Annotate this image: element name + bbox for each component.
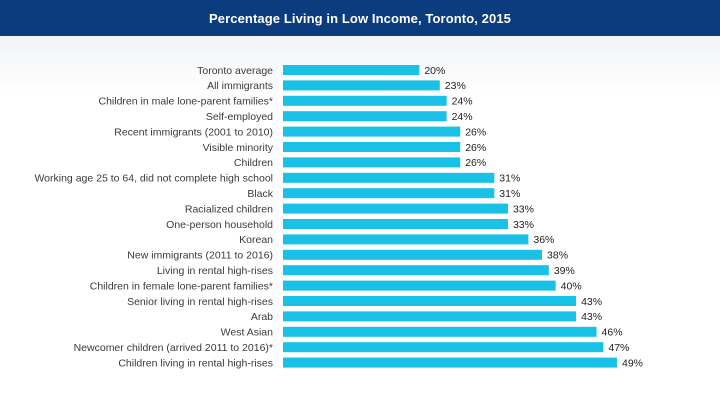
bar (283, 326, 597, 337)
bar (283, 249, 543, 260)
category-label: Senior living in rental high-rises (127, 296, 273, 308)
category-label: New immigrants (2011 to 2016) (127, 250, 273, 262)
category-label: Arab (251, 311, 273, 323)
bar (283, 219, 508, 229)
bar (283, 265, 549, 276)
bar (283, 126, 461, 137)
category-label: One-person household (166, 219, 273, 231)
category-label: Korean (239, 234, 273, 246)
value-label: 24% (452, 111, 473, 123)
category-label: Children in female lone-parent families* (90, 280, 273, 292)
chart-title: Percentage Living in Low Income, Toronto… (209, 10, 511, 26)
value-label: 43% (581, 311, 602, 323)
value-label: 26% (465, 126, 486, 138)
bar (283, 357, 617, 368)
category-label: West Asian (221, 327, 273, 339)
category-label: Toronto average (197, 65, 273, 77)
value-label: 26% (465, 157, 486, 169)
category-label: Working age 25 to 64, did not complete h… (34, 173, 273, 185)
value-label: 31% (499, 188, 520, 200)
bar (283, 111, 447, 122)
category-label: Racialized children (185, 203, 273, 215)
value-label: 33% (513, 219, 534, 231)
category-label: Children living in rental high-rises (118, 357, 273, 369)
value-label: 49% (622, 357, 643, 369)
category-label: Visible minority (203, 142, 274, 154)
value-label: 20% (424, 65, 445, 77)
category-label: Self-employed (206, 111, 273, 123)
value-label: 47% (608, 342, 629, 354)
category-label: Children (234, 157, 273, 169)
bar (283, 157, 461, 168)
value-label: 43% (581, 296, 602, 308)
bar (283, 296, 577, 306)
value-label: 31% (499, 173, 520, 185)
category-label: Newcomer children (arrived 2011 to 2016)… (74, 342, 273, 354)
bar (283, 172, 495, 183)
category-label: Children in male lone-parent families* (98, 96, 273, 108)
bar (283, 65, 420, 75)
value-label: 36% (533, 234, 554, 246)
bar (283, 280, 556, 291)
bar (283, 188, 495, 199)
bar (283, 80, 440, 91)
value-label: 39% (554, 265, 575, 277)
value-label: 38% (547, 250, 568, 262)
bar-chart: Toronto average 20% All immigrants 23% Child… (34, 65, 643, 370)
bar (283, 203, 508, 214)
bar (283, 234, 529, 245)
chart-area: Toronto average 20% All immigrants 23% Child… (0, 36, 720, 400)
category-label: All immigrants (207, 80, 273, 92)
category-label: Recent immigrants (2001 to 2010) (114, 126, 273, 138)
value-label: 26% (465, 142, 486, 154)
bar (283, 142, 461, 152)
value-label: 33% (513, 203, 534, 215)
category-label: Black (247, 188, 273, 200)
bar (283, 342, 604, 353)
value-label: 23% (445, 80, 466, 92)
chart-header: Percentage Living in Low Income, Toronto… (0, 0, 720, 36)
bar (283, 311, 577, 322)
bar (283, 95, 447, 106)
value-label: 24% (452, 96, 473, 108)
category-label: Living in rental high-rises (157, 265, 273, 277)
value-label: 46% (602, 327, 623, 339)
value-label: 40% (561, 280, 582, 292)
